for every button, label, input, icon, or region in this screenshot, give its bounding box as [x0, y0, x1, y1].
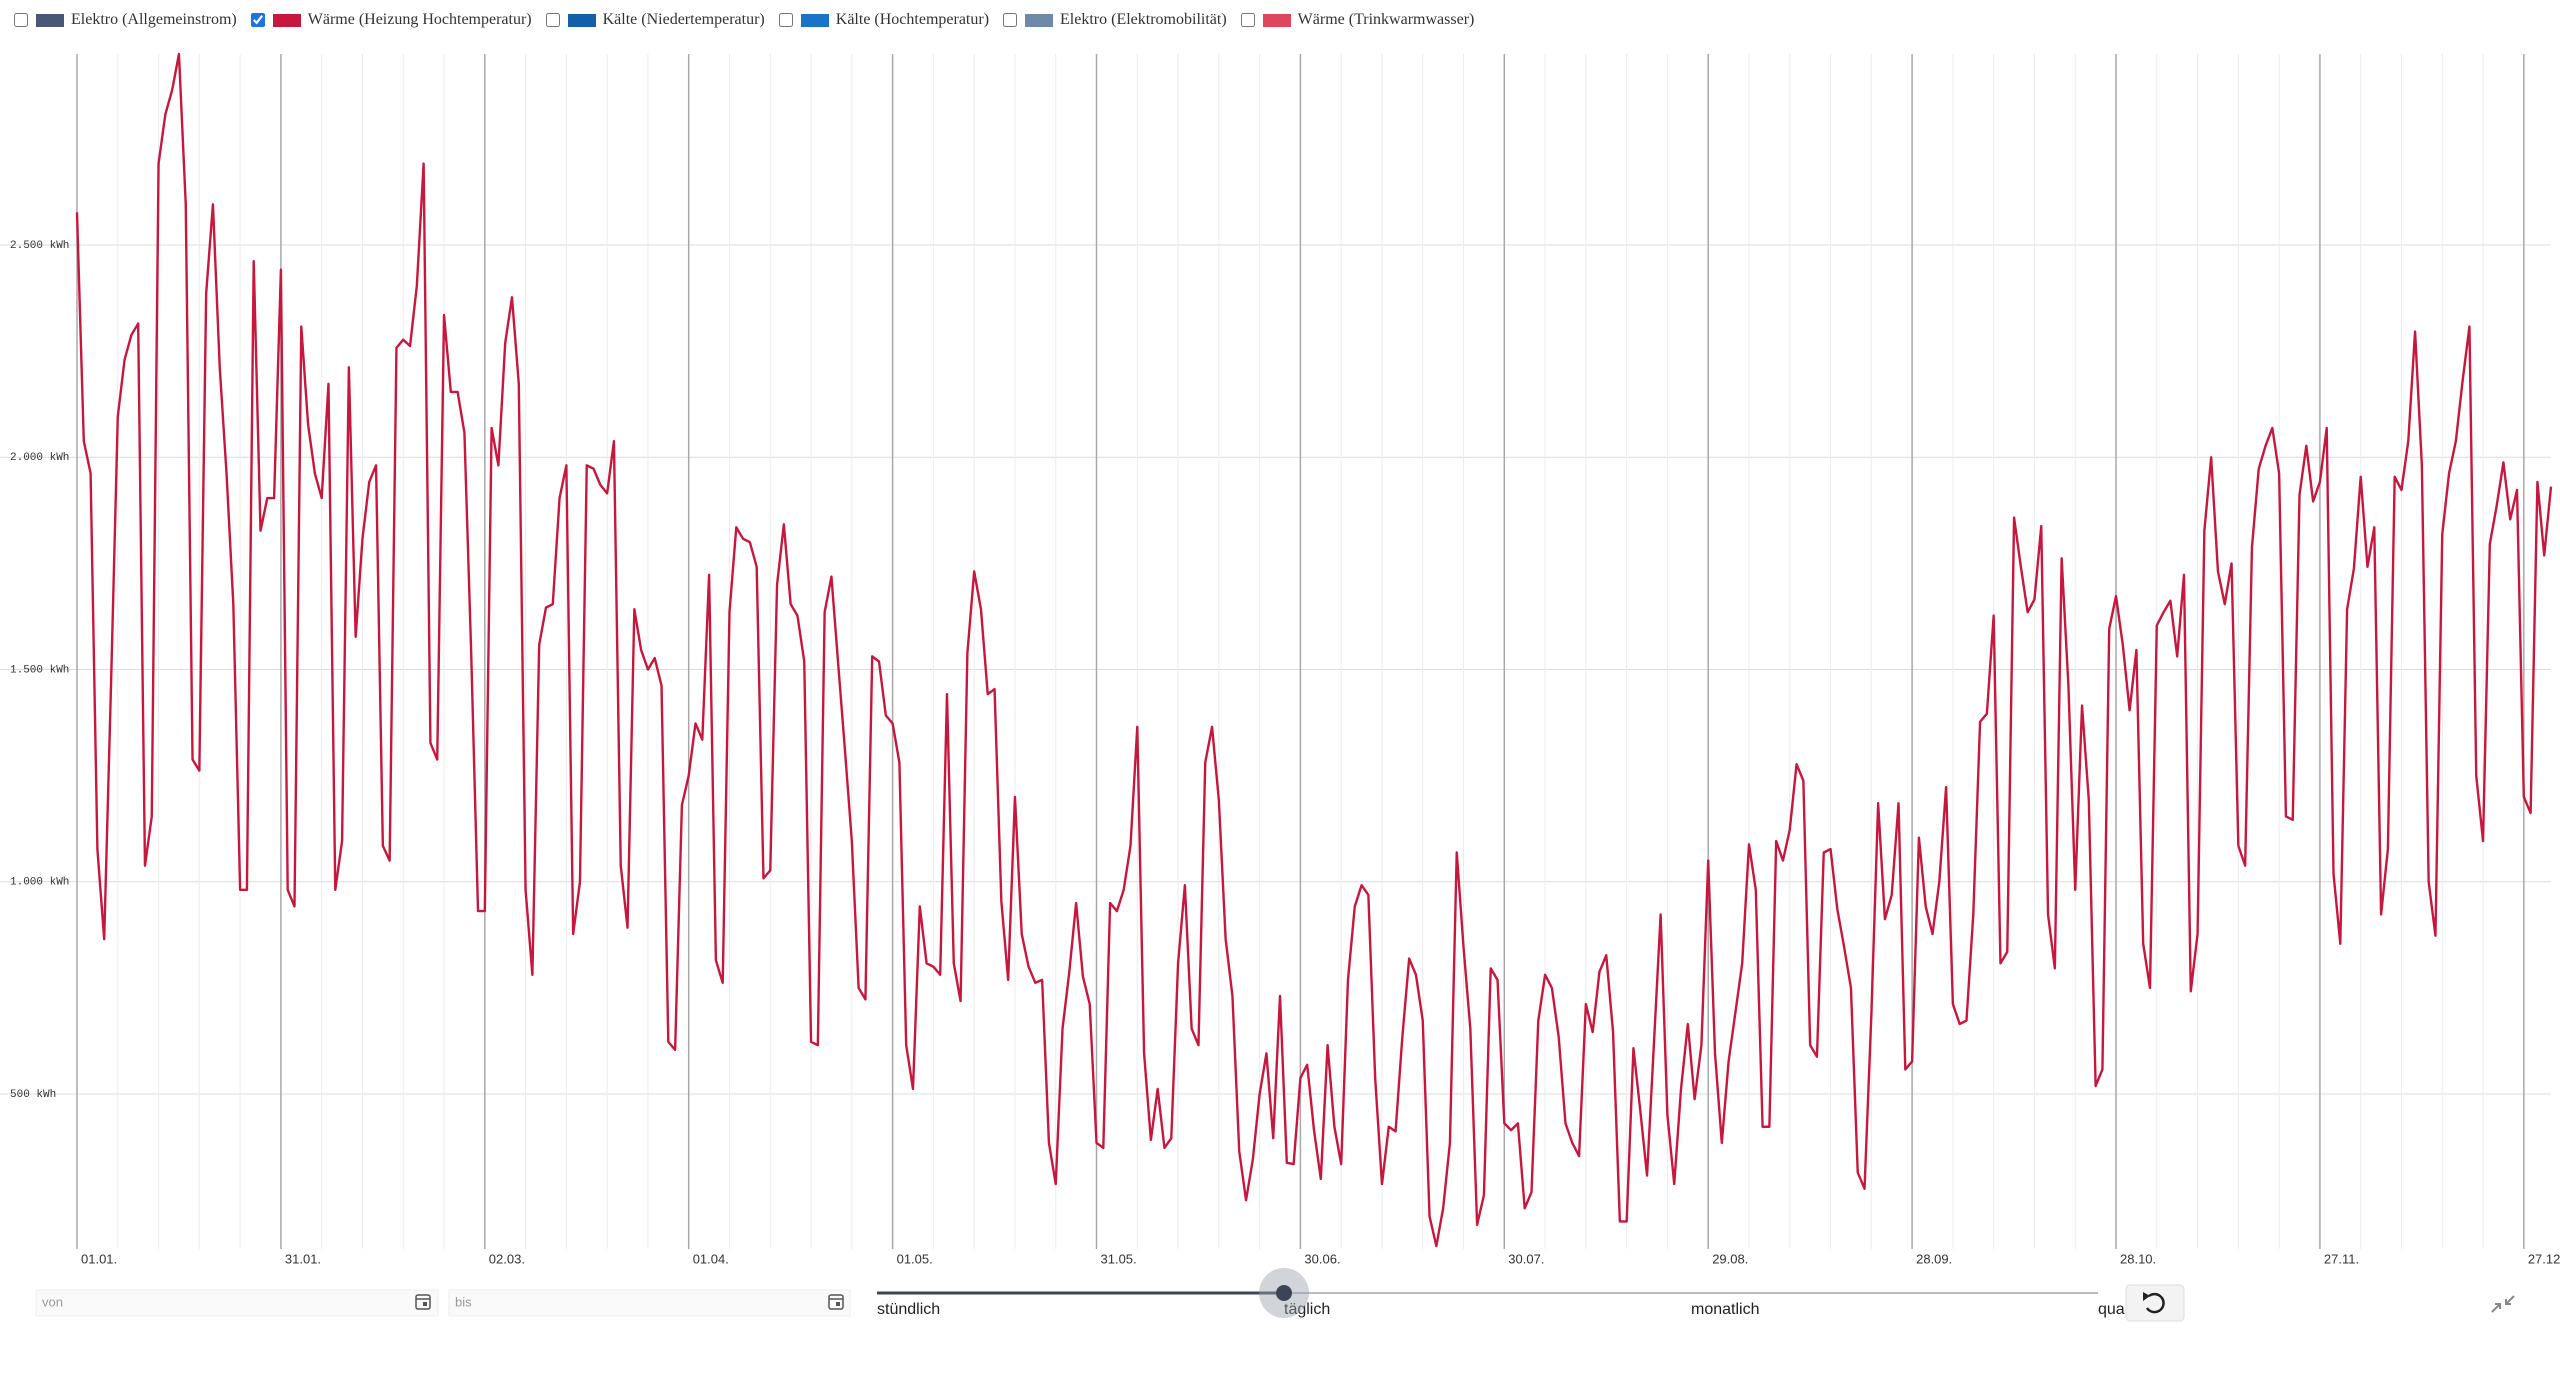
date-input-from[interactable] — [35, 1289, 439, 1317]
slider-option-label[interactable]: täglich — [1284, 1301, 1330, 1318]
series-line — [75, 52, 2553, 1248]
calendar-icon-from[interactable] — [415, 1294, 431, 1310]
x-tick-label: 01.01. — [81, 1251, 117, 1266]
x-tick-label: 28.10. — [2120, 1251, 2156, 1266]
slider-option-label[interactable]: stündlich — [877, 1301, 940, 1318]
legend-label: Elektro (Allgemeinstrom) — [71, 11, 237, 28]
legend-checkbox[interactable] — [14, 13, 28, 27]
y-tick-label: 1.500 kWh — [10, 664, 69, 676]
legend-label: Wärme (Heizung Hochtemperatur) — [307, 11, 532, 28]
legend-swatch — [800, 13, 829, 27]
legend-checkbox[interactable] — [1240, 13, 1255, 27]
static-icons — [415, 1284, 2515, 1322]
legend-entry[interactable]: Elektro (Elektromobilität) — [1003, 11, 1227, 29]
legend-swatch — [567, 13, 596, 27]
x-tick-label: 01.05. — [897, 1251, 933, 1266]
x-tick-label: 02.03. — [489, 1251, 525, 1266]
x-tick-label: 28.09. — [1916, 1251, 1952, 1266]
x-tick-label: 31.01. — [285, 1251, 321, 1266]
legend-checkbox[interactable] — [1003, 13, 1018, 27]
y-tick-label: 2.500 kWh — [10, 240, 69, 252]
legend-checkbox[interactable] — [250, 13, 265, 27]
x-tick-label: 27.12. — [2528, 1251, 2560, 1266]
y-tick-label: 500 kWh — [10, 1089, 56, 1101]
slider-option-label[interactable]: quar — [2098, 1301, 2131, 1318]
x-tick-label: 01.04. — [693, 1251, 729, 1266]
legend-label: Kälte (Niedertemperatur) — [602, 11, 765, 28]
legend-swatch — [1025, 13, 1054, 27]
x-tick-label: 30.07. — [1508, 1251, 1544, 1266]
legend-label: Elektro (Elektromobilität) — [1060, 11, 1227, 28]
legend-swatch — [1262, 13, 1291, 27]
date-placeholder-from: von — [42, 1294, 63, 1309]
reset-button[interactable] — [2125, 1284, 2185, 1322]
date-placeholder-to: bis — [455, 1294, 472, 1309]
legend: Elektro (Allgemeinstrom) Wärme (Heizung H… — [14, 8, 1488, 32]
legend-swatch — [36, 13, 64, 27]
x-tick-label: 27.11. — [2324, 1251, 2359, 1266]
collapse-icon[interactable] — [2491, 1295, 2515, 1313]
legend-entry[interactable]: Elektro (Allgemeinstrom) — [14, 11, 237, 29]
legend-checkbox[interactable] — [545, 13, 560, 27]
legend-entry[interactable]: Kälte (Hochtemperatur) — [778, 11, 990, 29]
legend-label: Wärme (Trinkwarmwasser) — [1297, 11, 1475, 28]
date-input-to[interactable] — [448, 1289, 851, 1317]
legend-swatch — [272, 13, 301, 27]
y-tick-label: 2.000 kWh — [10, 452, 69, 464]
legend-entry[interactable]: Kälte (Niedertemperatur) — [545, 11, 765, 29]
legend-entry[interactable]: Wärme (Heizung Hochtemperatur) — [250, 11, 532, 29]
slider-option-label[interactable]: monatlich — [1691, 1301, 1759, 1318]
y-tick-label: 1.000 kWh — [10, 877, 69, 889]
legend-checkbox[interactable] — [778, 13, 793, 27]
legend-entry[interactable]: Wärme (Trinkwarmwasser) — [1240, 11, 1475, 29]
x-tick-label: 29.08. — [1712, 1251, 1748, 1266]
x-tick-label: 31.05. — [1101, 1251, 1137, 1266]
calendar-icon-to[interactable] — [828, 1294, 844, 1310]
x-tick-label: 30.06. — [1304, 1251, 1340, 1266]
legend-label: Kälte (Hochtemperatur) — [835, 11, 990, 28]
slider-knob[interactable] — [1276, 1285, 1292, 1301]
